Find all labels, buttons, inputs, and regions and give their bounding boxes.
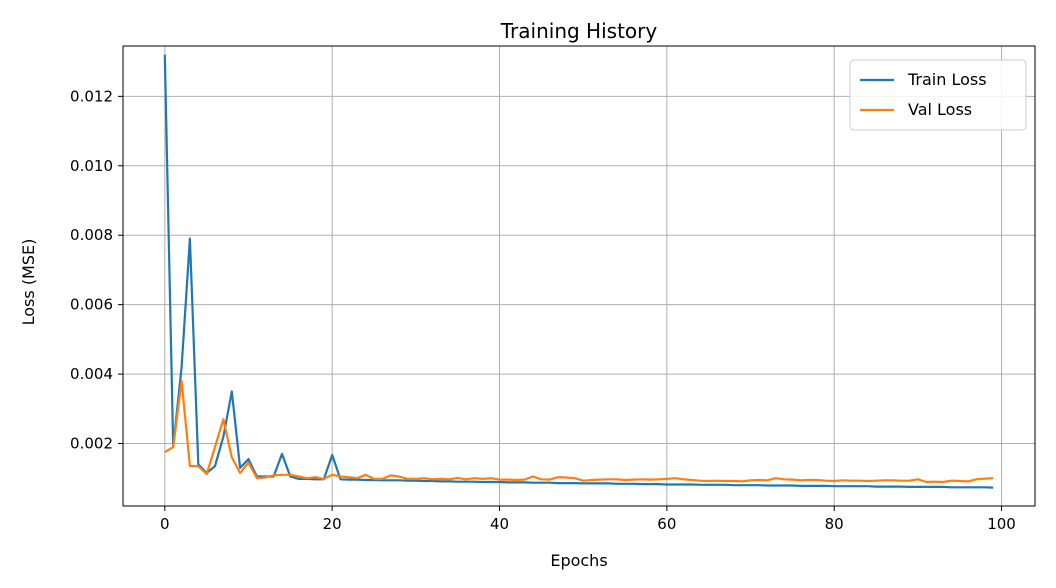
legend-box [849,59,1027,131]
x-tick-label: 60 [657,515,676,533]
x-tick-label: 0 [160,515,170,533]
legend-label-val-loss: Val Loss [908,100,972,119]
y-tick-label: 0.012 [70,87,113,105]
val-loss-series-line [164,379,994,484]
y-tick-label: 0.006 [70,296,113,314]
y-tick-label: 0.010 [70,157,113,175]
y-tick-label: 0.004 [70,365,113,383]
x-axis-label: Epochs [550,551,607,570]
y-tick-label: 0.008 [70,226,113,244]
x-tick-label: 40 [490,515,509,533]
legend: Train Loss Val Loss [849,59,1027,131]
x-axis-ticks: 0 20 40 60 80 100 [160,506,1016,533]
legend-label-train-loss: Train Loss [907,70,987,89]
y-axis-ticks: 0.002 0.004 0.006 0.008 0.010 0.012 [70,87,123,453]
x-tick-label: 80 [825,515,844,533]
series-layer [163,54,994,489]
plot-area-frame [122,45,1036,507]
y-tick-label: 0.002 [70,435,113,453]
y-axis-label: Loss (MSE) [19,239,38,326]
chart-title: Training History [500,19,658,43]
x-tick-label: 100 [987,515,1016,533]
x-tick-label: 20 [323,515,342,533]
train-loss-series-line [163,54,994,489]
